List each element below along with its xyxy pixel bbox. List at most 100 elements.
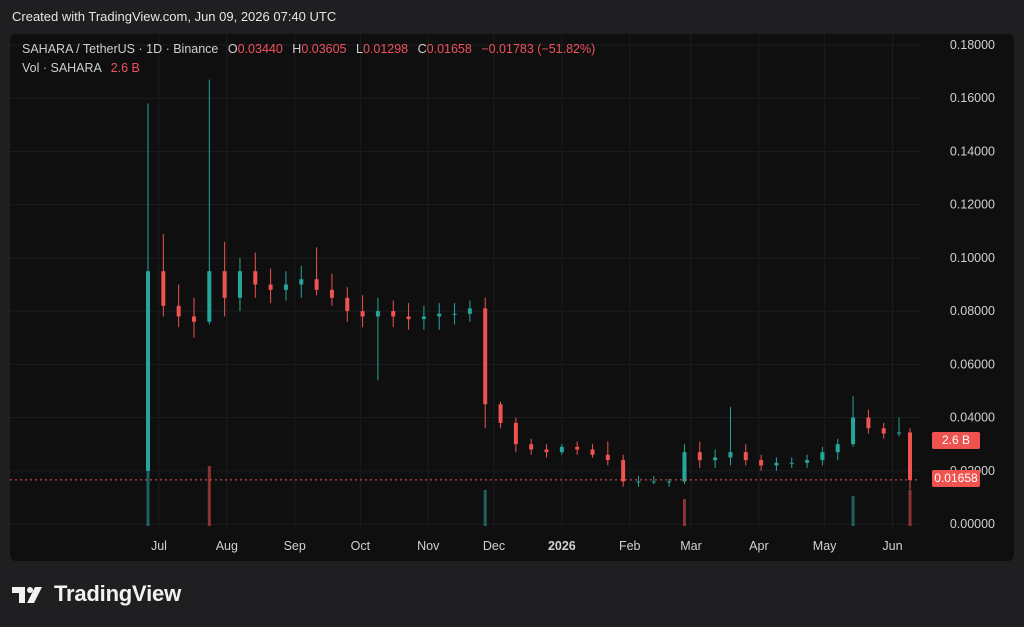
ohlc-line: SAHARA / TetherUS · 1D · Binance O0.0344… — [22, 40, 595, 59]
y-tick-label: 0.00000 — [950, 517, 995, 531]
candle-body — [605, 454, 610, 461]
x-tick-label: Aug — [216, 539, 238, 553]
candle-body — [636, 481, 641, 483]
x-tick-label: Feb — [619, 539, 641, 553]
candle-body — [314, 279, 319, 290]
candle-body — [651, 481, 656, 483]
candle-body — [544, 449, 549, 453]
candle-body — [559, 446, 564, 453]
candle-body — [805, 460, 810, 463]
top-bar: Created with TradingView.com, Jun 09, 20… — [0, 0, 1024, 34]
symbol-label: SAHARA / TetherUS · 1D · Binance — [22, 42, 219, 56]
candle-body — [529, 444, 534, 450]
close-label: C — [417, 42, 427, 56]
candle-body — [743, 452, 748, 461]
y-tick-label: 0.18000 — [950, 38, 995, 52]
candle-body — [697, 452, 702, 461]
candle-body — [421, 316, 426, 320]
x-tick-label: 2026 — [548, 539, 576, 553]
volume-line: Vol · SAHARA 2.6 B — [22, 59, 595, 78]
price-badge: 0.01658 — [932, 470, 980, 487]
candle-body — [759, 460, 764, 466]
x-tick-label: Mar — [680, 539, 702, 553]
candle-body — [207, 271, 212, 322]
candle-body — [237, 271, 242, 298]
grid-lines — [10, 34, 920, 530]
x-tick-label: Jun — [882, 539, 902, 553]
candle-body — [908, 432, 912, 480]
x-tick-label: Nov — [417, 539, 440, 553]
price-chart[interactable]: 0.18000 0.16000 0.14000 0.12000 0.10000 0.080… — [10, 34, 1014, 561]
candle-body — [283, 284, 288, 290]
candle-body — [467, 308, 472, 314]
candle-body — [897, 432, 902, 434]
volume-label: Vol · SAHARA — [22, 61, 102, 75]
y-tick-label: 0.12000 — [950, 198, 995, 212]
x-tick-label: Jul — [151, 539, 167, 553]
y-tick-label: 0.06000 — [950, 357, 995, 371]
brand-name: TradingView — [54, 581, 181, 606]
candle-body — [253, 271, 258, 285]
change-value: −0.01783 (−51.82%) — [481, 42, 596, 56]
candle-body — [437, 313, 442, 317]
x-tick-label: Sep — [284, 539, 306, 553]
volume-badge: 2.6 B — [932, 432, 980, 449]
candle-body — [820, 452, 825, 461]
high-label: H — [292, 42, 302, 56]
candle-body — [713, 457, 718, 461]
chart-panel[interactable]: 0.18000 0.16000 0.14000 0.12000 0.10000 0.080… — [10, 34, 1014, 561]
x-tick-label: Dec — [483, 539, 505, 553]
candle-body — [360, 311, 365, 317]
candle-body — [667, 481, 672, 483]
candles — [146, 79, 912, 490]
x-tick-label: Oct — [351, 539, 371, 553]
high-value: 0.03605 — [301, 42, 347, 56]
candle-body — [498, 404, 503, 423]
open-value: 0.03440 — [237, 42, 283, 56]
volume-value: 2.6 B — [110, 61, 140, 75]
volume-bars — [146, 466, 912, 526]
candle-body — [329, 289, 334, 298]
candle-body — [866, 417, 871, 429]
candle-body — [483, 308, 488, 405]
candle-body — [146, 271, 150, 471]
created-caption: Created with TradingView.com, Jun 09, 20… — [12, 9, 337, 24]
candle-body — [881, 428, 886, 434]
candle-body — [682, 452, 687, 482]
x-axis-labels: Jul Aug Sep Oct Nov Dec 2026 Feb Mar Apr May Jun — [151, 539, 903, 553]
low-value: 0.01298 — [362, 42, 409, 56]
volume-bar — [682, 499, 686, 526]
candle-body — [176, 305, 181, 317]
candle-body — [590, 449, 595, 455]
candle-body — [621, 460, 626, 482]
close-value: 0.01658 — [426, 42, 472, 56]
candle-body — [268, 284, 273, 290]
candle-body — [299, 279, 304, 285]
candle-body — [191, 316, 196, 322]
volume-bar — [207, 466, 211, 526]
x-tick-label: May — [813, 539, 837, 553]
candle-body — [391, 311, 396, 317]
candle-body — [575, 446, 580, 450]
candle-body — [774, 462, 779, 466]
tradingview-brand[interactable]: TradingView — [12, 581, 181, 607]
x-tick-label: Apr — [749, 539, 768, 553]
candle-body — [728, 452, 733, 458]
low-label: L — [355, 42, 363, 56]
volume-bar — [146, 466, 150, 526]
candle-body — [222, 271, 227, 298]
candle-body — [406, 316, 411, 320]
candle-body — [789, 462, 794, 464]
y-tick-label: 0.08000 — [950, 304, 995, 318]
volume-bar — [851, 496, 855, 526]
y-axis-labels: 0.18000 0.16000 0.14000 0.12000 0.10000 0.080… — [950, 38, 995, 531]
volume-bar — [483, 490, 487, 526]
y-tick-label: 0.14000 — [950, 144, 995, 158]
y-tick-label: 0.10000 — [950, 251, 995, 265]
tradingview-logo-icon — [12, 587, 42, 603]
y-tick-label: 0.16000 — [950, 91, 995, 105]
candle-body — [835, 444, 840, 453]
candle-body — [345, 297, 350, 312]
candle-body — [513, 422, 518, 445]
candle-body — [375, 311, 380, 317]
